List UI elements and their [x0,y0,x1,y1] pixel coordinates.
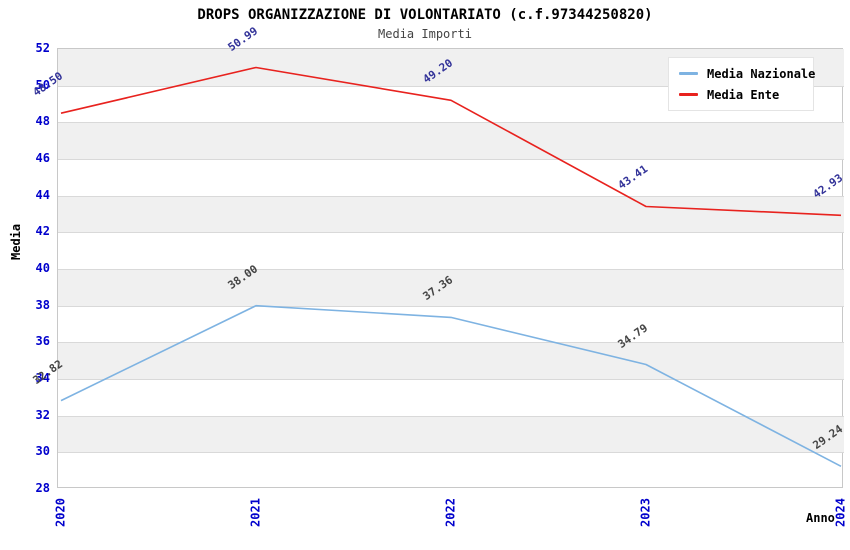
legend-label-media-ente: Media Ente [707,87,780,102]
gridline [58,342,844,344]
chart-title: DROPS ORGANIZZAZIONE DI VOLONTARIATO (c.… [197,7,653,23]
y-tick-label: 42 [35,224,50,239]
y-tick-label: 34 [35,371,50,385]
media-nazionale-line-swatch [679,72,698,75]
gridline [58,85,844,87]
y-tick-label: 40 [35,261,50,275]
legend: Media Nazionale Media Ente [668,57,815,111]
x-tick-label: 2023 [638,498,653,527]
grid-band [58,195,844,233]
legend-item-media-nazionale: Media Nazionale [679,65,815,82]
y-tick-label: 30 [35,444,50,459]
x-axis-title: Anno [806,511,835,525]
x-tick-label: 2020 [53,498,68,527]
y-tick-label: 32 [35,407,50,422]
gridline [58,122,844,124]
plot-area [57,48,844,488]
y-tick-label: 44 [35,187,50,202]
y-tick-label: 48 [35,114,50,129]
grid-band [58,122,844,159]
y-tick-label: 50 [35,77,50,92]
series-line-media-nazionale [60,304,842,468]
grid-band [58,342,844,379]
legend-item-media-ente: Media Ente [679,86,803,103]
y-tick-label: 46 [35,151,50,165]
gridline [58,232,844,234]
grid-band [58,269,844,306]
gridline [58,305,844,307]
media-ente-line-swatch [679,93,698,96]
gridline [58,415,844,417]
y-tick-label: 52 [35,41,50,55]
series-line-media-ente [60,66,842,217]
gridline [58,159,844,160]
gridline [58,379,844,380]
y-tick-label: 36 [35,334,50,349]
gridline [58,195,844,197]
x-tick-label: 2024 [833,498,848,527]
legend-label-media-nazionale: Media Nazionale [707,66,816,81]
x-tick-label: 2021 [248,498,263,527]
line-chart [60,66,842,468]
gridline [58,452,844,454]
x-tick-label: 2022 [443,498,458,527]
gridline [58,269,844,270]
grid-band [58,415,844,453]
y-tick-label: 38 [35,297,50,312]
y-tick-label: 28 [35,481,50,495]
chart-subtitle: Media Importi [378,27,472,41]
